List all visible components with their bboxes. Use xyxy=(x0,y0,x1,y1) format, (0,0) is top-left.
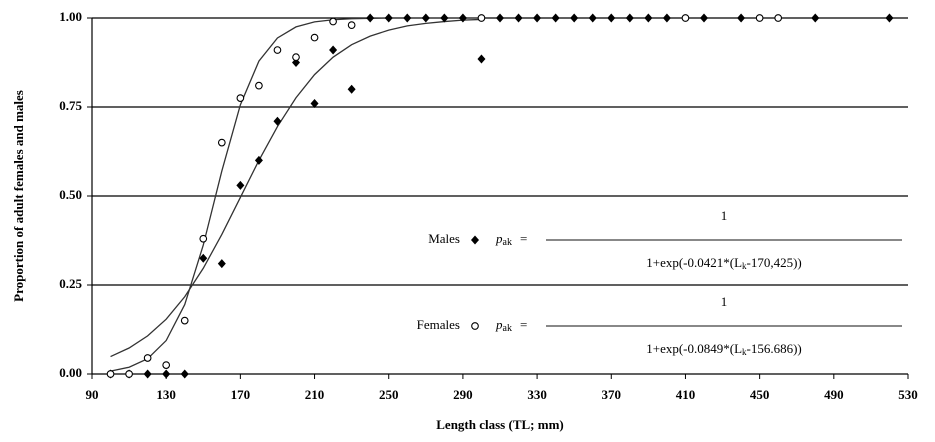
marker xyxy=(458,13,467,23)
marker xyxy=(143,369,152,379)
marker xyxy=(310,33,319,42)
equals: = xyxy=(520,231,527,246)
marker xyxy=(347,84,356,94)
marker xyxy=(199,253,208,263)
x-tick-label: 130 xyxy=(156,387,176,402)
marker xyxy=(700,13,708,23)
x-tick-label: 210 xyxy=(305,387,325,402)
marker xyxy=(366,13,375,23)
y-tick-label: 0.25 xyxy=(59,276,82,291)
marker xyxy=(162,369,171,379)
x-tick-label: 330 xyxy=(527,387,547,402)
equals: = xyxy=(520,317,527,332)
denominator-sub: k xyxy=(742,261,747,271)
marker xyxy=(755,14,764,22)
marker xyxy=(421,13,430,23)
marker xyxy=(236,180,245,190)
legend-marker xyxy=(471,235,479,245)
symbol: p xyxy=(495,231,503,246)
legend-label: Females xyxy=(417,317,460,332)
x-tick-label: 490 xyxy=(824,387,844,402)
marker xyxy=(811,13,820,23)
marker xyxy=(384,13,393,23)
marker xyxy=(180,369,189,379)
denominator-part: -170,425)) xyxy=(747,255,802,270)
denominator-part: 1+exp(-0.0421*(L xyxy=(646,255,742,270)
marker xyxy=(143,354,152,362)
marker xyxy=(273,46,282,54)
marker xyxy=(347,21,356,29)
marker xyxy=(329,17,337,26)
legend-marker xyxy=(471,322,479,330)
denominator-part: -156.686)) xyxy=(747,341,802,356)
numerator: 1 xyxy=(721,294,728,309)
marker xyxy=(217,138,226,147)
marker xyxy=(477,54,486,64)
x-tick-label: 410 xyxy=(676,387,696,402)
marker xyxy=(625,13,634,23)
marker xyxy=(496,13,504,23)
y-tick-label: 0.50 xyxy=(59,187,82,202)
x-tick-label: 370 xyxy=(602,387,622,402)
marker xyxy=(514,13,523,23)
denominator: 1+exp(-0.0421*(Lk-170,425)) xyxy=(646,255,802,271)
subscript: ak xyxy=(503,323,512,334)
legend-label: Males xyxy=(428,231,460,246)
x-tick-label: 250 xyxy=(379,387,399,402)
marker xyxy=(162,361,171,369)
x-tick-label: 90 xyxy=(86,387,99,402)
marker xyxy=(180,316,189,325)
symbol: p xyxy=(495,317,503,332)
marker xyxy=(106,370,115,378)
fit-curve xyxy=(110,17,482,372)
marker xyxy=(199,234,208,243)
marker xyxy=(570,13,579,23)
marker xyxy=(774,14,783,22)
marker xyxy=(217,259,226,269)
denominator: 1+exp(-0.0849*(Lk-156.686)) xyxy=(646,341,802,357)
subscript: ak xyxy=(503,237,512,248)
denominator-part: 1+exp(-0.0849*(L xyxy=(646,341,742,356)
marker xyxy=(607,13,616,23)
equation-lhs: pak = xyxy=(495,317,527,334)
marker xyxy=(329,45,338,55)
marker xyxy=(273,116,282,126)
y-tick-label: 1.00 xyxy=(59,9,82,24)
marker xyxy=(292,53,300,62)
marker xyxy=(403,13,412,23)
x-tick-label: 170 xyxy=(231,387,251,402)
marker xyxy=(254,155,263,165)
marker xyxy=(662,13,671,23)
marker xyxy=(588,13,597,23)
marker xyxy=(125,370,133,378)
marker xyxy=(255,81,263,90)
denominator-sub: k xyxy=(742,347,747,357)
x-tick-label: 290 xyxy=(453,387,473,402)
y-tick-label: 0.00 xyxy=(59,365,82,380)
marker xyxy=(551,13,560,23)
fit-curve xyxy=(110,18,482,358)
y-axis-label: Proportion of adult females and males xyxy=(11,90,26,302)
y-tick-label: 0.75 xyxy=(59,98,82,113)
x-tick-label: 450 xyxy=(750,387,770,402)
marker xyxy=(477,14,486,22)
marker xyxy=(737,13,746,23)
marker xyxy=(236,94,245,102)
equation-lhs: pak = xyxy=(495,231,527,248)
marker xyxy=(885,13,894,23)
marker xyxy=(533,13,542,23)
x-tick-label: 530 xyxy=(898,387,918,402)
numerator: 1 xyxy=(721,208,728,223)
marker xyxy=(310,98,319,108)
marker xyxy=(644,13,653,23)
x-axis-label: Length class (TL; mm) xyxy=(436,417,563,432)
marker xyxy=(681,14,690,22)
marker xyxy=(440,13,449,23)
